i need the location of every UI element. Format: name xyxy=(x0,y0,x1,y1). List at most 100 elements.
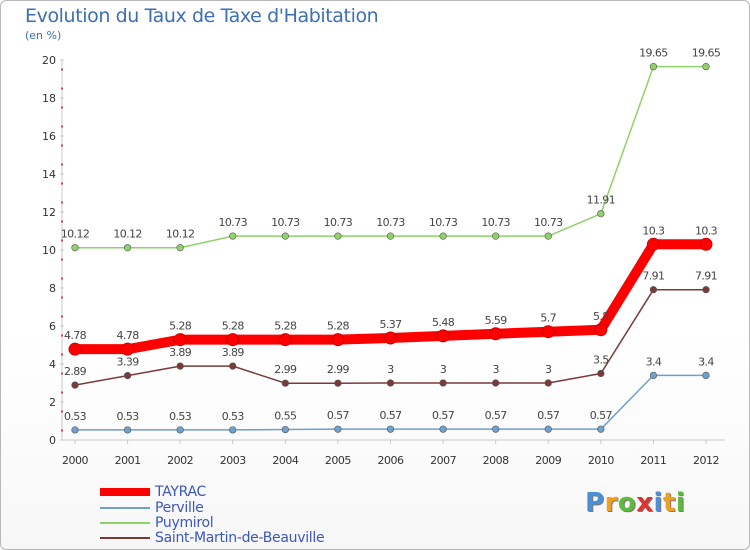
y-tick-label: 8 xyxy=(49,282,56,295)
data-label-puymirol: 10.73 xyxy=(376,216,405,229)
data-label-tayrac: 5.59 xyxy=(485,314,508,327)
data-point-tayrac xyxy=(331,333,345,347)
y-minor-tick xyxy=(61,106,63,109)
y-tick-label: 10 xyxy=(42,244,56,257)
data-point-perville xyxy=(386,425,395,433)
data-point-perville xyxy=(123,426,132,434)
y-minor-tick xyxy=(61,258,63,261)
data-label-tayrac: 10.3 xyxy=(642,224,665,237)
data-point-saint-martin xyxy=(544,379,552,387)
data-point-tayrac xyxy=(226,333,240,347)
data-point-saint-martin xyxy=(702,286,710,294)
legend-label-saint-martin: Saint-Martin-de-Beauville xyxy=(155,530,325,546)
x-tick-label: 2002 xyxy=(167,454,193,467)
y-minor-tick xyxy=(61,87,63,90)
data-label-perville: 0.57 xyxy=(432,409,455,422)
data-point-puymirol xyxy=(439,232,447,240)
x-tick-label: 2005 xyxy=(325,454,351,467)
x-tick-label: 2010 xyxy=(588,454,614,467)
data-label-puymirol: 19.65 xyxy=(692,47,721,60)
logo-letter: t xyxy=(662,488,676,518)
data-point-tayrac xyxy=(594,323,608,337)
data-label-saint-martin: 3 xyxy=(440,363,447,376)
data-point-tayrac xyxy=(699,237,713,251)
legend-item-saint-martin: Saint-Martin-de-Beauville xyxy=(100,530,360,546)
y-tick-label: 18 xyxy=(42,92,56,105)
data-point-saint-martin xyxy=(386,379,395,387)
data-label-puymirol: 10.73 xyxy=(534,216,563,229)
logo-letter: r xyxy=(604,488,618,518)
data-label-puymirol: 10.12 xyxy=(113,228,142,241)
data-label-saint-martin: 3.89 xyxy=(169,346,192,359)
data-point-saint-martin xyxy=(281,379,289,387)
data-point-tayrac xyxy=(68,342,82,356)
y-tick-label: 14 xyxy=(42,168,56,181)
data-point-tayrac xyxy=(173,333,187,347)
data-point-puymirol xyxy=(229,232,237,240)
data-label-puymirol: 10.73 xyxy=(271,216,300,229)
data-point-perville xyxy=(281,425,289,434)
legend-label-puymirol: Puymirol xyxy=(155,515,214,531)
data-label-perville: 0.57 xyxy=(379,409,402,422)
data-point-tayrac xyxy=(384,331,397,345)
y-minor-tick xyxy=(61,144,63,147)
data-point-tayrac xyxy=(489,327,503,341)
y-minor-tick xyxy=(61,68,63,71)
data-label-tayrac: 5.28 xyxy=(169,320,192,333)
data-point-perville xyxy=(439,425,447,433)
data-point-tayrac xyxy=(646,237,660,251)
y-minor-tick xyxy=(61,410,63,413)
y-minor-tick xyxy=(61,429,63,432)
y-tick-label: 4 xyxy=(49,358,56,371)
data-label-puymirol: 10.12 xyxy=(166,228,195,241)
data-point-saint-martin xyxy=(492,379,500,387)
data-label-saint-martin: 3 xyxy=(545,363,552,376)
data-label-tayrac: 5.28 xyxy=(222,320,245,333)
data-label-puymirol: 19.65 xyxy=(639,47,668,60)
data-label-tayrac: 5.28 xyxy=(327,320,350,333)
data-point-perville xyxy=(176,426,184,434)
x-tick-label: 2007 xyxy=(430,454,456,467)
data-point-tayrac xyxy=(121,342,135,356)
y-tick-label: 16 xyxy=(42,130,56,143)
data-point-perville xyxy=(71,426,79,434)
data-point-perville xyxy=(492,425,500,433)
data-point-saint-martin xyxy=(123,371,132,380)
y-tick-label: 12 xyxy=(42,206,56,219)
data-label-perville: 0.53 xyxy=(169,410,192,423)
y-minor-tick xyxy=(61,220,63,223)
legend-item-tayrac: TAYRAC xyxy=(100,484,360,500)
data-label-saint-martin: 3.89 xyxy=(222,346,245,359)
logo-letter: i xyxy=(653,488,663,518)
data-point-perville xyxy=(649,371,658,380)
y-tick-label: 2 xyxy=(49,396,56,409)
data-label-tayrac: 4.78 xyxy=(64,329,87,342)
data-label-puymirol: 11.91 xyxy=(587,194,616,207)
legend-swatch-saint-martin xyxy=(100,537,150,539)
data-label-saint-martin: 3.5 xyxy=(593,354,609,367)
data-label-puymirol: 10.12 xyxy=(61,228,90,241)
y-minor-tick xyxy=(61,296,63,299)
data-point-tayrac xyxy=(436,329,450,343)
data-point-saint-martin xyxy=(71,381,79,389)
data-label-puymirol: 10.73 xyxy=(429,216,458,229)
x-tick-label: 2000 xyxy=(62,454,88,467)
data-point-puymirol xyxy=(386,232,395,240)
data-point-puymirol xyxy=(702,63,710,71)
x-tick-label: 2006 xyxy=(378,454,404,467)
data-label-saint-martin: 7.91 xyxy=(642,270,664,283)
data-point-puymirol xyxy=(544,232,552,240)
y-minor-tick xyxy=(61,372,63,375)
data-point-tayrac xyxy=(541,325,555,339)
data-point-puymirol xyxy=(123,244,132,252)
x-tick-label: 2009 xyxy=(535,454,561,467)
legend-swatch-perville xyxy=(100,507,150,509)
data-label-tayrac: 5.7 xyxy=(540,312,556,325)
data-label-tayrac: 10.3 xyxy=(695,224,718,237)
data-point-puymirol xyxy=(71,244,79,252)
data-point-saint-martin xyxy=(439,379,447,387)
logo-letter: i xyxy=(675,488,686,518)
data-point-puymirol xyxy=(281,232,289,240)
data-point-saint-martin xyxy=(597,369,605,378)
data-label-perville: 3.4 xyxy=(646,355,662,368)
